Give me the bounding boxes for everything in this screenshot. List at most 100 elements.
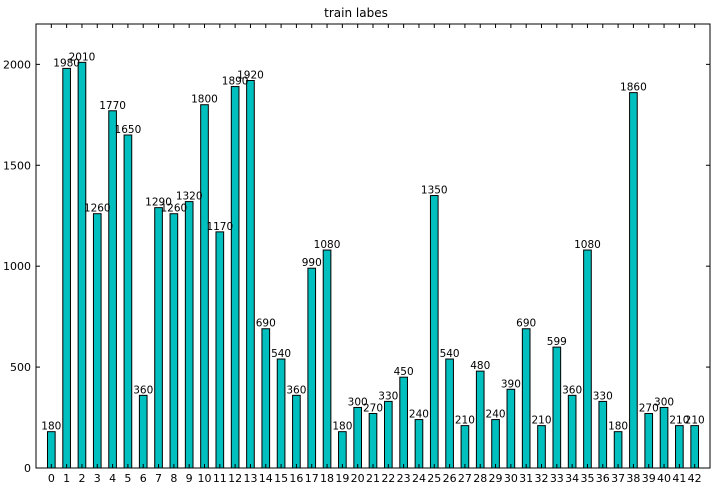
y-tick-label-1500: 1500 — [3, 159, 31, 172]
bar-31 — [521, 328, 531, 469]
x-tick-label-11: 11 — [213, 472, 227, 485]
x-tick-label-1: 1 — [63, 472, 70, 485]
data-label-36: 330 — [593, 390, 613, 402]
bars-layer — [46, 61, 700, 469]
x-tick-label-38: 38 — [626, 472, 640, 485]
data-label-32: 210 — [531, 415, 551, 427]
bar-15 — [276, 358, 286, 469]
bar-29 — [491, 419, 500, 469]
x-tick-label-3: 3 — [94, 472, 101, 485]
data-label-7: 1290 — [145, 197, 172, 209]
bar-20 — [353, 406, 363, 469]
y-tick-label-0: 0 — [24, 462, 31, 475]
x-tick-label-14: 14 — [259, 472, 273, 485]
x-tick-label-26: 26 — [443, 472, 457, 485]
data-label-6: 360 — [133, 384, 153, 396]
bar-10 — [200, 104, 209, 469]
data-label-40: 300 — [654, 396, 674, 408]
chart-title: train labes — [324, 6, 388, 20]
bar-0 — [46, 431, 56, 469]
data-label-15: 540 — [271, 348, 291, 360]
data-label-35: 1080 — [574, 239, 601, 251]
bar-42 — [690, 425, 700, 469]
data-label-31: 690 — [516, 318, 536, 330]
x-tick-label-0: 0 — [48, 472, 55, 485]
bar-41 — [675, 425, 684, 469]
x-tick-label-36: 36 — [596, 472, 610, 485]
bar-21 — [368, 413, 378, 469]
x-tick-label-32: 32 — [535, 472, 549, 485]
y-tick-label-1000: 1000 — [3, 260, 31, 273]
bar-32 — [537, 425, 546, 469]
data-label-26: 540 — [440, 348, 460, 360]
bar-39 — [644, 413, 654, 469]
bar-14 — [261, 328, 271, 469]
data-label-29: 240 — [486, 409, 506, 421]
x-tick-label-31: 31 — [519, 472, 533, 485]
bar-25 — [429, 195, 439, 469]
bar-28 — [475, 370, 485, 469]
x-tick-label-12: 12 — [228, 472, 242, 485]
x-tick-label-15: 15 — [274, 472, 288, 485]
bar-17 — [307, 267, 317, 469]
bar-40 — [659, 406, 669, 469]
x-tick-label-35: 35 — [580, 472, 594, 485]
data-label-5: 1650 — [115, 124, 142, 136]
data-label-24: 240 — [409, 409, 429, 421]
x-tick-label-29: 29 — [489, 472, 503, 485]
x-tick-label-2: 2 — [78, 472, 85, 485]
data-label-18: 1080 — [314, 239, 341, 251]
ticks-layer: 0 1 2 3 4 5 6 7 8 9 10 11 12 13 14 15 16 17 18 19 20 21 22 23 24… — [3, 24, 710, 485]
bar-36 — [598, 400, 608, 469]
data-label-8: 1260 — [160, 203, 187, 215]
data-label-13: 1920 — [237, 70, 264, 82]
data-label-42: 210 — [685, 415, 705, 427]
x-tick-label-9: 9 — [186, 472, 193, 485]
y-tick-label-2000: 2000 — [3, 58, 31, 71]
x-tick-label-33: 33 — [550, 472, 564, 485]
data-label-4: 1770 — [99, 100, 126, 112]
data-label-10: 1800 — [191, 94, 218, 106]
data-label-11: 1170 — [206, 221, 233, 233]
data-label-41: 210 — [669, 415, 689, 427]
data-label-0: 180 — [41, 421, 61, 433]
bar-30 — [506, 388, 516, 469]
data-label-9: 1320 — [176, 191, 203, 203]
bar-12 — [230, 86, 240, 469]
x-tick-label-20: 20 — [351, 472, 365, 485]
x-tick-label-8: 8 — [170, 472, 177, 485]
data-label-39: 270 — [639, 403, 659, 415]
x-tick-label-39: 39 — [642, 472, 656, 485]
x-tick-label-28: 28 — [473, 472, 487, 485]
x-tick-label-10: 10 — [198, 472, 212, 485]
bar-24 — [414, 419, 424, 469]
x-tick-label-18: 18 — [320, 472, 334, 485]
x-tick-label-23: 23 — [397, 472, 411, 485]
x-tick-label-42: 42 — [688, 472, 702, 485]
x-tick-label-17: 17 — [305, 472, 319, 485]
axes-frame — [35, 23, 711, 469]
bar-8 — [169, 213, 179, 469]
data-label-25: 1350 — [421, 185, 448, 197]
x-tick-label-7: 7 — [155, 472, 162, 485]
data-label-3: 1260 — [84, 203, 111, 215]
data-label-27: 210 — [455, 415, 475, 427]
data-label-1: 1980 — [53, 57, 80, 69]
bar-19 — [338, 431, 347, 469]
bar-23 — [399, 376, 408, 469]
data-label-17: 990 — [302, 257, 322, 269]
x-tick-label-41: 41 — [672, 472, 686, 485]
bar-13 — [246, 80, 255, 469]
bar-22 — [383, 400, 393, 469]
x-tick-label-25: 25 — [427, 472, 441, 485]
x-tick-label-40: 40 — [657, 472, 671, 485]
bar-26 — [445, 358, 454, 469]
data-label-16: 360 — [286, 384, 306, 396]
data-label-34: 360 — [562, 384, 582, 396]
x-tick-label-5: 5 — [124, 472, 131, 485]
x-tick-label-21: 21 — [366, 472, 380, 485]
bar-11 — [215, 231, 225, 469]
bar-7 — [154, 207, 163, 469]
bar-18 — [322, 249, 332, 469]
